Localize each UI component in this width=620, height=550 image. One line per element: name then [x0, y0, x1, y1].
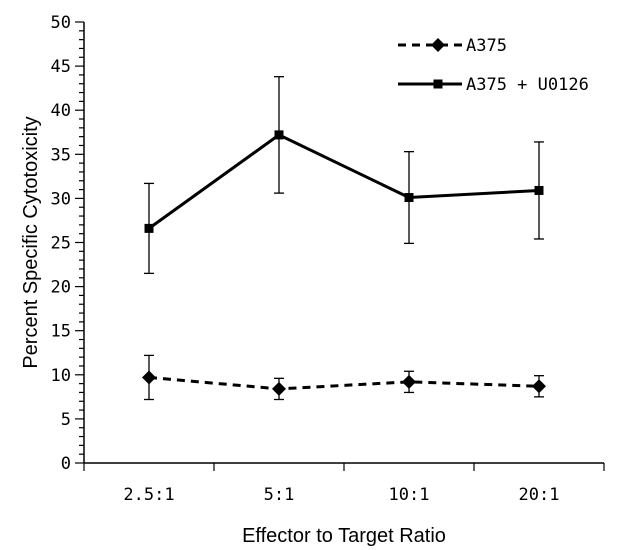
- series: [142, 76, 546, 401]
- series-line: [148, 133, 540, 230]
- legend-marker: [431, 38, 445, 52]
- y-tick-label: 10: [51, 366, 71, 386]
- x-tick-label: 5:1: [264, 485, 295, 505]
- data-point: [532, 379, 546, 394]
- legend-label: A375: [466, 36, 507, 56]
- legend-item: A375 + U0126: [398, 75, 589, 95]
- y-axis-title: Percent Specific Cytotoxicity: [20, 116, 42, 368]
- legend-item: A375: [398, 36, 507, 56]
- x-tick-label: 2.5:1: [123, 485, 174, 505]
- y-tick-label: 35: [51, 145, 71, 165]
- data-point: [274, 130, 284, 140]
- series-a375-u0126: [144, 76, 544, 275]
- tick-labels: 0 5 10 15 20 25 30 35 40 45 50 2.5:1 5:1 10:1 20:1: [51, 13, 560, 505]
- y-tick-label: 20: [51, 278, 71, 298]
- y-tick-label: 15: [51, 322, 71, 342]
- data-point: [272, 381, 286, 396]
- legend-marker: [433, 79, 443, 89]
- series-line: [148, 375, 540, 391]
- data-point: [402, 374, 416, 389]
- y-tick-label: 30: [51, 189, 71, 209]
- legend: A375 A375 + U0126: [398, 36, 589, 95]
- data-point: [534, 185, 544, 195]
- y-tick-label: 0: [61, 454, 71, 474]
- y-tick-label: 45: [51, 57, 71, 77]
- y-tick-label: 25: [51, 234, 71, 254]
- y-tick-label: 5: [61, 410, 71, 430]
- data-point: [404, 193, 414, 203]
- x-axis-title: Effector to Target Ratio: [242, 525, 446, 547]
- y-tick-label: 50: [51, 13, 71, 33]
- x-tick-label: 20:1: [519, 485, 560, 505]
- y-tick-label: 40: [51, 101, 71, 121]
- data-point: [142, 370, 156, 385]
- x-tick-label: 10:1: [389, 485, 430, 505]
- series-a375: [142, 354, 546, 401]
- data-point: [144, 223, 154, 233]
- legend-label: A375 + U0126: [466, 75, 589, 95]
- axes: [75, 21, 605, 471]
